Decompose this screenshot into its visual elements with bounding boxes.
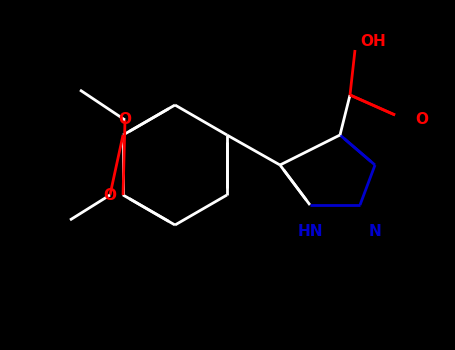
Text: O: O [118,112,131,127]
Text: O: O [415,112,428,127]
Text: O: O [103,188,116,203]
Text: N: N [369,224,381,239]
Text: HN: HN [297,224,323,239]
Text: OH: OH [360,35,386,49]
